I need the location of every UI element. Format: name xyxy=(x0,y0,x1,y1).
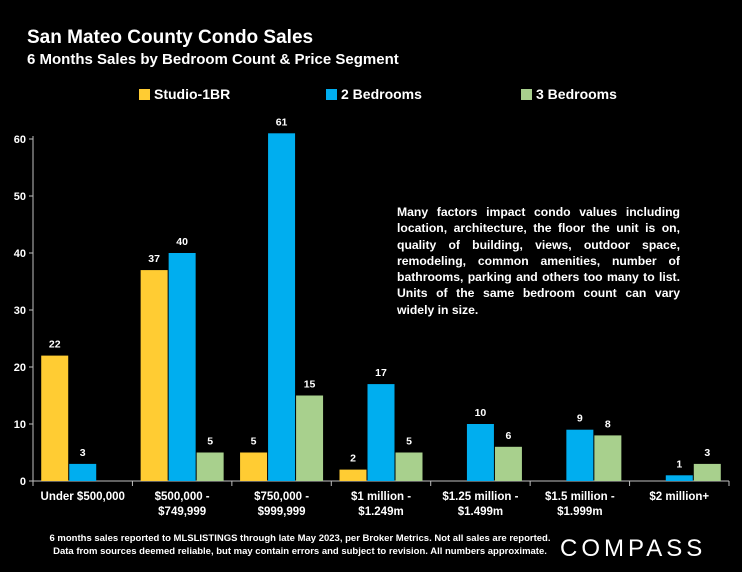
data-label: 8 xyxy=(605,418,611,430)
data-label: 6 xyxy=(506,430,512,442)
bar xyxy=(168,253,196,481)
x-tick-label: $1.499m xyxy=(458,506,503,518)
x-tick-label: $1.249m xyxy=(358,506,403,518)
data-label: 3 xyxy=(80,447,86,459)
y-tick-label: 40 xyxy=(14,248,26,260)
bar xyxy=(566,429,594,481)
data-label: 15 xyxy=(304,379,316,391)
y-tick-label: 0 xyxy=(20,476,26,488)
x-tick-label: $749,999 xyxy=(158,506,206,518)
compass-logo: COMPASS xyxy=(560,535,707,562)
legend-swatch-3br xyxy=(521,88,532,100)
x-tick-label: $999,999 xyxy=(258,506,306,518)
bar xyxy=(268,133,296,482)
legend-swatch-2br xyxy=(326,88,337,100)
legend-item-3br: 3 Bedrooms xyxy=(521,86,617,102)
y-tick-label: 20 xyxy=(14,362,26,374)
legend-item-studio: Studio-1BR xyxy=(139,86,230,102)
x-tick-label: $750,000 - xyxy=(254,491,309,503)
bar xyxy=(140,270,168,481)
data-label: 3 xyxy=(704,447,710,459)
data-label: 22 xyxy=(49,339,61,351)
data-label: 1 xyxy=(676,458,682,470)
note-text: Many factors impact condo values includi… xyxy=(397,205,680,317)
x-tick-label: $2 million+ xyxy=(649,491,709,503)
bar xyxy=(196,452,224,481)
y-tick-label: 50 xyxy=(14,191,26,203)
bar xyxy=(395,452,423,481)
data-label: 40 xyxy=(176,236,188,248)
legend-item-2br: 2 Bedrooms xyxy=(326,86,422,102)
chart-title: San Mateo County Condo Sales xyxy=(27,27,314,48)
y-tick-label: 60 xyxy=(14,134,26,146)
data-label: 5 xyxy=(406,436,412,448)
data-label: 61 xyxy=(276,116,288,128)
footer-line-1: 6 months sales reported to MLSLISTINGS t… xyxy=(49,533,551,544)
data-label: 10 xyxy=(475,407,487,419)
data-label: 9 xyxy=(577,413,583,425)
data-label: 2 xyxy=(350,453,356,465)
legend-label-2br: 2 Bedrooms xyxy=(341,86,422,102)
bar xyxy=(693,463,721,481)
legend-swatch-studio xyxy=(139,88,150,100)
bar xyxy=(69,463,97,481)
bar xyxy=(41,355,69,481)
x-tick-label: $500,000 - xyxy=(155,491,210,503)
bar xyxy=(466,424,494,481)
data-label: 5 xyxy=(251,436,257,448)
chart-subtitle: 6 Months Sales by Bedroom Count & Price … xyxy=(27,51,399,68)
x-tick-label: $1.5 million - xyxy=(545,491,615,503)
bar xyxy=(240,452,268,481)
data-label: 37 xyxy=(148,253,160,265)
legend-label-studio: Studio-1BR xyxy=(154,86,231,102)
legend-label-3br: 3 Bedrooms xyxy=(536,86,617,102)
bar xyxy=(665,475,693,481)
x-tick-label: Under $500,000 xyxy=(41,491,125,503)
footer-line-2: Data from sources deemed reliable, but m… xyxy=(53,546,547,557)
data-label: 5 xyxy=(207,436,213,448)
x-tick-label: $1.25 million - xyxy=(442,491,518,503)
x-tick-label: $1.999m xyxy=(557,506,602,518)
legend: Studio-1BR 2 Bedrooms 3 Bedrooms xyxy=(0,86,742,106)
y-tick-label: 10 xyxy=(14,419,26,431)
bar xyxy=(494,446,522,481)
x-tick-label: $1 million - xyxy=(351,491,411,503)
bar xyxy=(367,384,395,481)
bar xyxy=(594,435,622,481)
y-tick-label: 30 xyxy=(14,305,26,317)
data-label: 17 xyxy=(375,367,387,379)
bar xyxy=(339,469,367,481)
bar xyxy=(296,395,324,481)
